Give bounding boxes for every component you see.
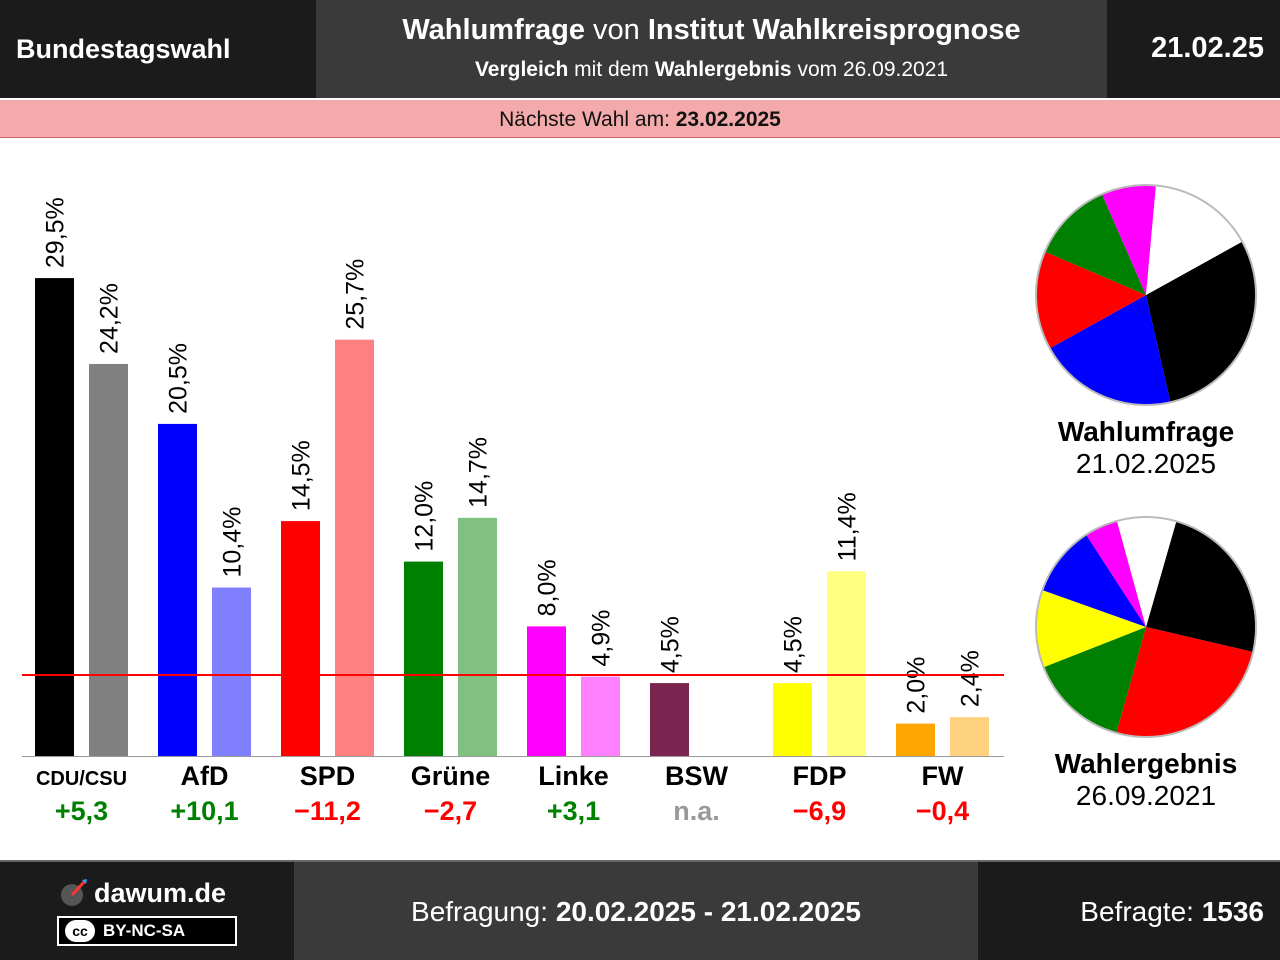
pie-slice (1146, 521, 1256, 652)
change-label: +5,3 (55, 796, 108, 826)
category-label: FDP (793, 761, 847, 791)
pie-slice (1116, 517, 1177, 627)
pie-caption-result: Wahlergebnis 26.09.2021 (1016, 748, 1276, 812)
bar-poll (281, 521, 320, 756)
footer: dawum.de cc BY-NC-SA Befragung: 20.02.20… (0, 860, 1280, 960)
bar-value-label: 11,4% (834, 492, 862, 561)
bar-value-label: 4,5% (780, 616, 808, 673)
pie-slice (1101, 185, 1156, 295)
bar-value-label: 20,5% (165, 343, 193, 414)
bar-poll (773, 683, 812, 756)
poll-chart: 29,5% 24,2% CDU/CSU +5,3 20,5% 10,4% AfD +10,1 1… (0, 140, 1280, 860)
pie-title-result: Wahlergebnis (1054, 748, 1238, 779)
bar-result (89, 363, 128, 756)
title-poll: Wahlumfrage (402, 14, 585, 46)
pie-slice (1116, 627, 1254, 737)
bar-value-label: 12,0% (411, 481, 439, 552)
bar-value-label: 29,5% (42, 197, 70, 268)
bar-value-label: 14,7% (465, 437, 493, 508)
bar-value-label: 24,2% (96, 283, 124, 354)
category-label: Grüne (411, 761, 491, 791)
license-badge[interactable]: cc BY-NC-SA (57, 916, 237, 946)
category-label: BSW (665, 761, 729, 791)
header-date-block: 21.02.25 (1107, 0, 1280, 98)
chart-svg: 29,5% 24,2% CDU/CSU +5,3 20,5% 10,4% AfD +10,1 1… (22, 184, 1257, 826)
category-label: FW (922, 761, 964, 791)
bar-poll (896, 723, 935, 756)
pie-slice (1036, 590, 1146, 668)
pie-slice (1043, 627, 1146, 733)
bar-value-label: 2,0% (903, 657, 931, 714)
bar-value-label: 8,0% (534, 559, 562, 616)
bar-poll (527, 626, 566, 756)
respondents-value: 1536 (1201, 896, 1264, 927)
category-label: SPD (300, 761, 356, 791)
category-label: Linke (538, 761, 609, 791)
pie-slice (1036, 251, 1146, 349)
subtitle-connector: mit dem (568, 58, 655, 81)
pie-date-poll: 21.02.2025 (1075, 448, 1217, 479)
bar-result (335, 339, 374, 756)
pie-caption-poll: Wahlumfrage 21.02.2025 (1016, 416, 1276, 480)
pie-outline (1035, 184, 1257, 406)
subtitle-result: Wahlergebnis (654, 58, 792, 81)
respondents-count: Befragte: 1536 (978, 862, 1280, 960)
pie-slice (1086, 520, 1146, 627)
site-link[interactable]: dawum.de (94, 878, 227, 908)
bar-result (827, 571, 866, 756)
title-institute: Institut Wahlkreisprognose (647, 14, 1021, 46)
bar-value-label: 25,7% (342, 259, 370, 330)
survey-period: Befragung: 20.02.2025 - 21.02.2025 (294, 862, 978, 960)
pie-slice (1042, 534, 1146, 627)
next-election-date: 23.02.2025 (675, 108, 781, 131)
election-type-label: Bundestagswahl (16, 34, 231, 64)
header-title-block: Wahlumfrage von Institut Wahlkreisprogno… (316, 0, 1107, 98)
survey-label: Befragung: (411, 896, 556, 927)
header-date: 21.02.25 (1151, 32, 1264, 64)
page-title: Wahlumfrage von Institut Wahlkreisprogno… (316, 14, 1107, 47)
change-label: +10,1 (170, 796, 238, 826)
page-subtitle: Vergleich mit dem Wahlergebnis vom 26.09… (316, 58, 1107, 82)
bar-value-label: 2,4% (957, 650, 985, 707)
bar-poll (404, 561, 443, 756)
subtitle-date: vom 26.09.2021 (791, 58, 949, 81)
respondents-label: Befragte: (1080, 896, 1202, 927)
pie-title-poll: Wahlumfrage (1057, 416, 1235, 447)
bar-poll (650, 683, 689, 756)
header-election-type: Bundestagswahl (0, 0, 316, 98)
pie-slice (1049, 295, 1171, 405)
bar-result (950, 717, 989, 756)
cc-icon: cc (65, 920, 95, 942)
bar-poll (35, 278, 74, 756)
title-connector: von (584, 14, 648, 46)
change-label: −11,2 (294, 796, 361, 826)
bar-poll (158, 423, 197, 756)
change-label: +3,1 (547, 796, 600, 826)
pie-slice (1146, 241, 1256, 403)
next-election-label: Nächste Wahl am: (499, 108, 676, 131)
change-label: n.a. (673, 796, 720, 826)
subtitle-comparison: Vergleich (474, 58, 569, 81)
category-label: CDU/CSU (36, 768, 127, 790)
survey-dates: 20.02.2025 - 21.02.2025 (555, 896, 861, 927)
bar-value-label: 14,5% (288, 440, 316, 511)
pie-slice (1044, 194, 1146, 295)
license-label: BY-NC-SA (103, 921, 186, 940)
change-label: −0,4 (916, 796, 969, 826)
change-label: −2,7 (424, 796, 477, 826)
pie-outline (1035, 516, 1257, 738)
bar-value-label: 4,5% (657, 616, 685, 673)
pie-date-result: 26.09.2021 (1075, 780, 1217, 811)
gauge-icon (61, 879, 87, 906)
change-label: −6,9 (793, 796, 846, 826)
next-election-bar: Nächste Wahl am: 23.02.2025 (0, 98, 1280, 138)
footer-branding: dawum.de cc BY-NC-SA (0, 862, 294, 960)
bar-value-label: 10,4% (219, 507, 247, 578)
header: Bundestagswahl Wahlumfrage von Institut … (0, 0, 1280, 98)
bar-result (581, 676, 620, 756)
bar-value-label: 4,9% (588, 610, 616, 667)
category-label: AfD (181, 761, 229, 791)
bar-result (458, 517, 497, 756)
bar-result (212, 587, 251, 756)
